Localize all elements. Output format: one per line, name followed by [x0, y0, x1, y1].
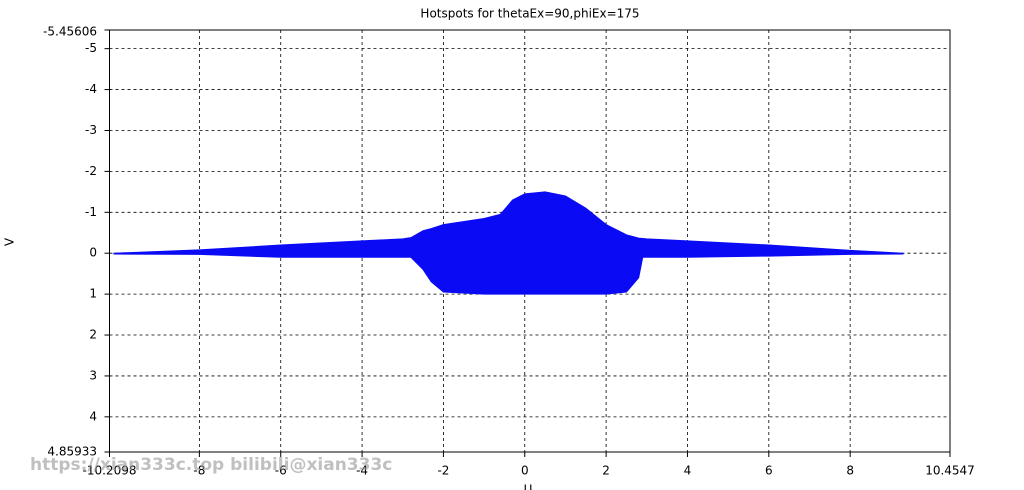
y-tick-label: 0	[89, 246, 97, 260]
x-tick-label: -8	[193, 464, 205, 478]
x-tick-label: -4	[356, 464, 368, 478]
plot-frame	[109, 29, 951, 453]
y-tick-label: 3	[89, 368, 97, 382]
y-tick-label: -4	[85, 82, 97, 96]
x-tick-label: 0	[521, 464, 529, 478]
y-tick-label: -5.45606	[43, 25, 97, 39]
hotspot-area	[113, 191, 904, 295]
watermark: https://xian333c.top bilibili@xian333c	[30, 455, 392, 475]
x-tick-label: -10.2098	[83, 464, 137, 478]
y-tick-label: -2	[85, 164, 97, 178]
chart-title: Hotspots for thetaEx=90,phiEx=175	[420, 7, 639, 21]
x-tick-label: 4	[684, 464, 692, 478]
y-tick-label: -1	[85, 205, 97, 219]
y-axis-label: V	[3, 237, 17, 246]
x-tick-label: -6	[275, 464, 287, 478]
y-tick-label: 2	[89, 328, 97, 342]
y-tick-label: 4.85933	[47, 445, 97, 459]
x-tick-label: 6	[765, 464, 773, 478]
y-tick-label: -3	[85, 123, 97, 137]
x-tick-label: 2	[602, 464, 610, 478]
x-tick-label: 8	[846, 464, 854, 478]
x-tick-label: -2	[437, 464, 449, 478]
x-axis-label: U	[524, 483, 533, 490]
y-tick-label: 4	[89, 409, 97, 423]
y-tick-label: -5	[85, 41, 97, 55]
y-tick-label: 1	[89, 287, 97, 301]
x-tick-label: 10.4547	[925, 464, 975, 478]
